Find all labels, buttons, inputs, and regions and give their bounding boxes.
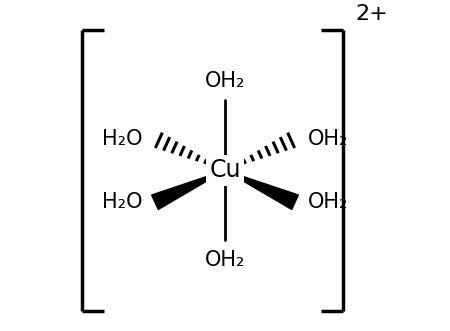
Text: OH₂: OH₂ xyxy=(205,250,245,270)
Text: OH₂: OH₂ xyxy=(308,192,348,212)
Text: OH₂: OH₂ xyxy=(205,71,245,91)
Text: 2+: 2+ xyxy=(356,4,388,24)
Text: H₂O: H₂O xyxy=(102,128,142,149)
Text: Cu: Cu xyxy=(209,159,241,182)
Polygon shape xyxy=(152,170,225,210)
Polygon shape xyxy=(225,170,298,210)
Text: H₂O: H₂O xyxy=(102,192,142,212)
Text: OH₂: OH₂ xyxy=(308,128,348,149)
